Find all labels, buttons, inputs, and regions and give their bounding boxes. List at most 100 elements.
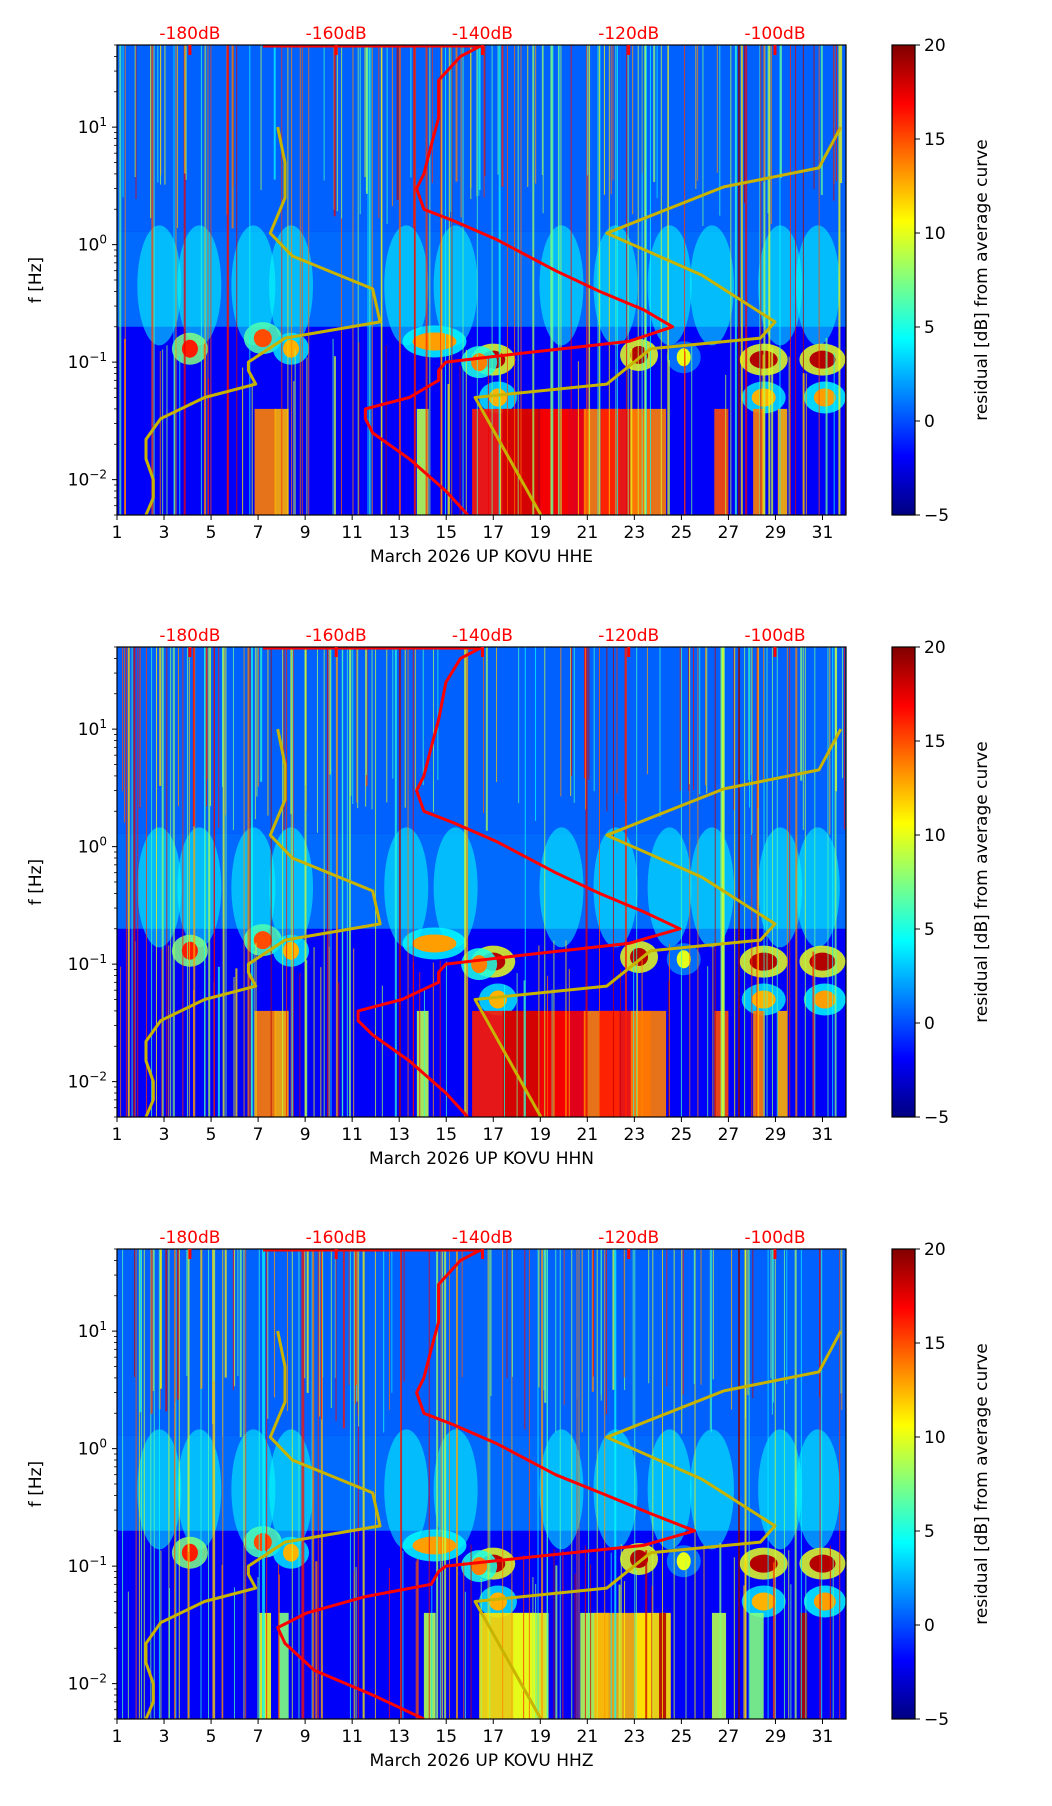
heatmap-lowfreq-burst <box>777 1010 788 1117</box>
heatmap-streak <box>301 45 303 515</box>
heatmap-streak <box>221 647 223 788</box>
heatmap-streak <box>404 647 406 808</box>
heatmap-streak <box>174 350 176 515</box>
heatmap-streak <box>367 45 369 515</box>
heatmap-streak <box>261 1249 263 1719</box>
y-tick-label: 100 <box>78 1437 107 1460</box>
heatmap-streak <box>312 1249 315 1719</box>
heatmap-streak <box>415 1561 417 1719</box>
heatmap-streak <box>444 1249 447 1719</box>
colorbar <box>891 44 916 516</box>
heatmap-streak <box>338 982 340 1117</box>
heatmap-streak <box>646 647 648 775</box>
x-tick-label: 23 <box>624 523 646 543</box>
heatmap-streak <box>419 972 421 1117</box>
heatmap-streak <box>251 382 253 515</box>
heatmap-streak <box>204 45 206 515</box>
heatmap-lowfreq-burst <box>279 1612 289 1719</box>
heatmap-hotspot <box>630 345 649 364</box>
heatmap-streak <box>122 45 124 198</box>
heatmap-streak <box>125 647 127 1117</box>
heatmap-streak <box>605 1249 607 1415</box>
heatmap-streak <box>365 647 367 776</box>
heatmap-streak <box>451 45 453 515</box>
heatmap-streak <box>821 1249 823 1719</box>
heatmap-streak <box>644 45 647 515</box>
x-tick-label: 17 <box>482 1727 504 1747</box>
heatmap-streak <box>394 647 397 1117</box>
heatmap-streak <box>396 45 399 200</box>
heatmap-streak <box>414 647 416 791</box>
db-scale-label: -120dB <box>598 626 659 646</box>
heatmap-streak <box>574 1573 576 1719</box>
heatmap-streak <box>357 1249 359 1719</box>
heatmap-streak <box>250 647 253 1117</box>
heatmap-streak <box>245 1249 247 1719</box>
heatmap-streak <box>688 647 690 791</box>
heatmap-streak <box>514 45 516 515</box>
heatmap-streak <box>236 45 238 515</box>
heatmap-streak <box>439 960 441 1117</box>
heatmap-streak <box>416 1559 419 1719</box>
x-tick-label: 21 <box>577 1727 599 1747</box>
heatmap-streak <box>614 1249 617 1719</box>
heatmap-hotspot <box>471 955 488 974</box>
heatmap-streak <box>234 1249 236 1387</box>
heatmap-streak <box>520 45 522 515</box>
heatmap-streak <box>623 1249 625 1378</box>
heatmap-streak <box>221 1564 223 1719</box>
heatmap-streak <box>313 947 315 1117</box>
heatmap-streak <box>512 1249 514 1377</box>
heatmap-streak <box>243 1249 245 1719</box>
heatmap-streak <box>439 1561 441 1719</box>
heatmap-streak <box>843 647 845 830</box>
heatmap-streak <box>626 45 628 515</box>
heatmap-streak <box>744 647 746 1117</box>
heatmap-streak <box>160 45 162 176</box>
heatmap-streak <box>357 1249 359 1416</box>
heatmap-streak <box>260 647 263 782</box>
heatmap-streak <box>145 647 147 1117</box>
x-tick-label: 21 <box>577 523 599 543</box>
heatmap-hotspot <box>283 339 300 358</box>
colorbar-tick-label: −5 <box>924 1710 949 1730</box>
heatmap-hotspot <box>751 1592 776 1611</box>
heatmap-streak <box>489 1249 491 1719</box>
heatmap-hotspot <box>813 388 836 407</box>
heatmap-streak <box>122 1249 124 1719</box>
heatmap-streak <box>237 1249 239 1376</box>
y-tick-label: 101 <box>78 717 107 740</box>
heatmap-streak <box>744 1249 747 1719</box>
heatmap-streak <box>173 1249 176 1719</box>
x-tick-label: 5 <box>206 523 217 543</box>
heatmap-hotspot <box>412 934 457 953</box>
heatmap-streak <box>168 945 170 1117</box>
heatmap-streak <box>178 1249 180 1719</box>
heatmap-streak <box>151 647 153 1117</box>
colorbar-tick-label: 20 <box>924 36 946 56</box>
heatmap-streak <box>186 1249 188 1376</box>
heatmap-streak <box>841 647 843 779</box>
heatmap-streak <box>403 1249 405 1382</box>
x-tick-label: 3 <box>159 523 170 543</box>
heatmap-lowfreq-burst <box>274 1010 289 1117</box>
colorbar-tick-label: 15 <box>924 1334 946 1354</box>
heatmap-streak <box>464 1591 466 1719</box>
heatmap-lowfreq-burst <box>714 408 729 515</box>
heatmap-streak <box>517 45 519 515</box>
heatmap-streak <box>375 647 377 1117</box>
heatmap-streak <box>320 1249 323 1719</box>
heatmap-streak <box>254 647 256 820</box>
heatmap-streak <box>733 647 735 810</box>
heatmap-streak <box>707 966 709 1117</box>
heatmap-streak <box>555 1249 557 1433</box>
heatmap-streak <box>551 45 554 515</box>
heatmap-streak <box>733 1557 735 1719</box>
heatmap-streak <box>703 1544 705 1719</box>
heatmap-streak <box>294 349 296 515</box>
heatmap-streak <box>581 1249 583 1433</box>
heatmap-streak <box>616 45 618 515</box>
x-tick-label: 1 <box>112 1727 123 1747</box>
heatmap-streak <box>335 1249 337 1422</box>
high-noise-model-curve <box>473 126 843 515</box>
